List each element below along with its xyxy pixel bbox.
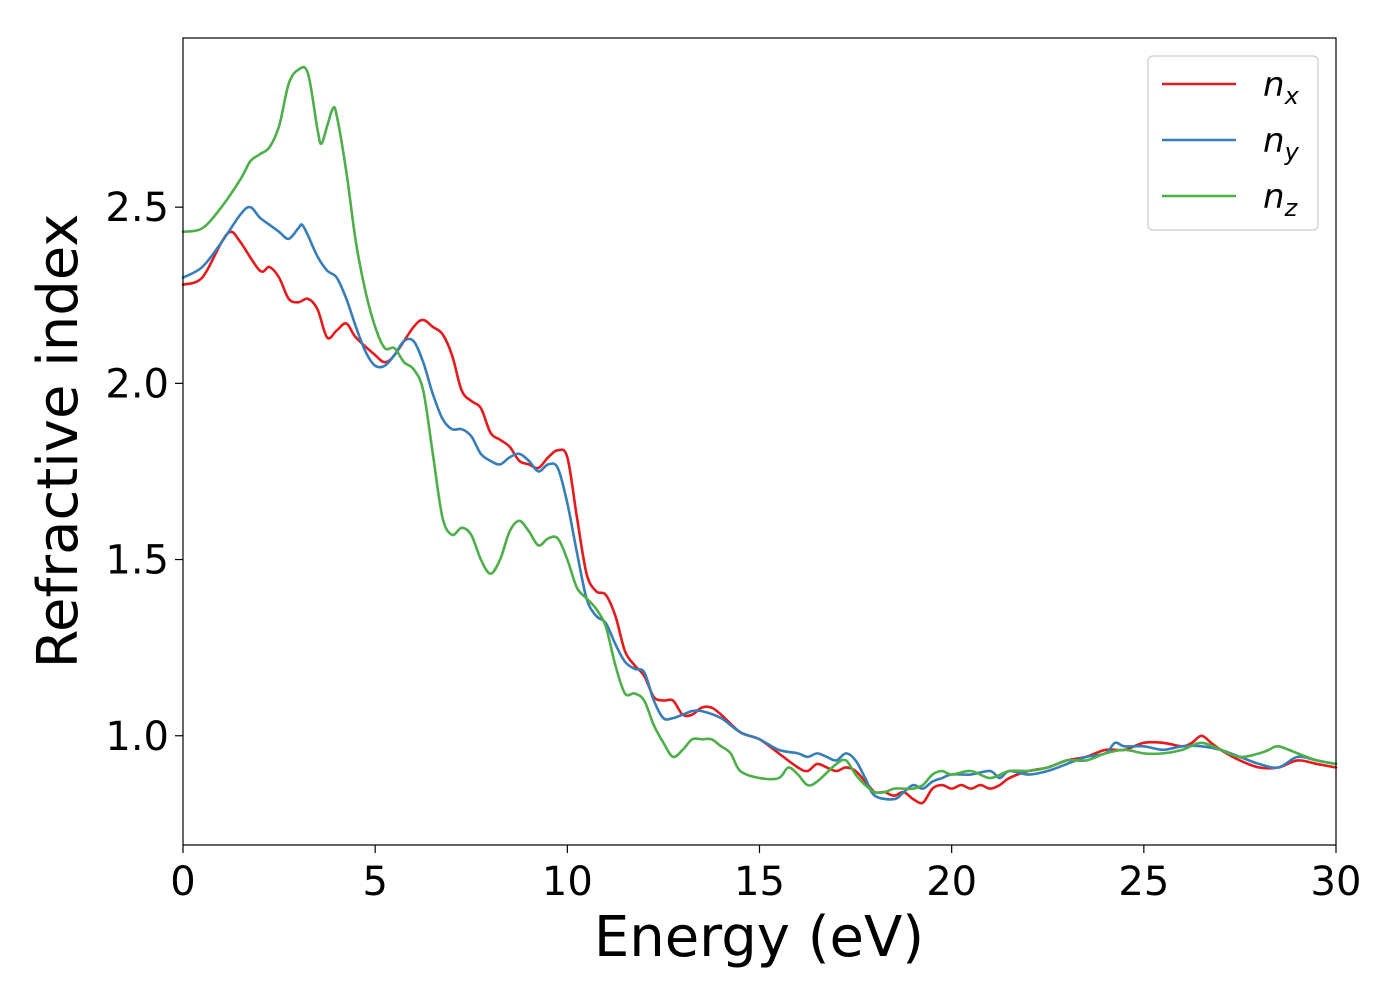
legend-label-nx: nx [1263,65,1300,110]
y-tick-label: 2.0 [105,361,169,407]
y-tick-label: 2.5 [105,185,169,231]
y-tick-label: 1.0 [105,714,169,760]
x-tick-label: 10 [542,859,593,905]
series-line-nz [181,65,1338,795]
x-tick-label: 0 [170,859,195,905]
legend-frame [1147,55,1319,231]
x-axis-title: Energy (eV) [594,905,924,970]
x-tick-label: 25 [1118,859,1169,905]
series-group [181,65,1338,805]
legend-label-nz: nz [1263,177,1299,222]
y-axis-title: Refractive index [26,214,91,669]
series-line-ny [181,205,1338,801]
y-axis-ticks: 1.0 1.5 2.0 2.5 [105,185,183,760]
y-tick-label: 1.5 [105,538,169,584]
legend-label-ny: ny [1263,121,1300,166]
x-tick-label: 30 [1311,859,1362,905]
legend: nx ny nz [1147,55,1319,231]
x-axis-ticks: 0 5 10 15 20 25 30 [170,845,1361,905]
x-tick-label: 15 [734,859,785,905]
x-tick-label: 5 [362,859,387,905]
series-line-nx [181,230,1338,805]
x-tick-label: 20 [926,859,977,905]
